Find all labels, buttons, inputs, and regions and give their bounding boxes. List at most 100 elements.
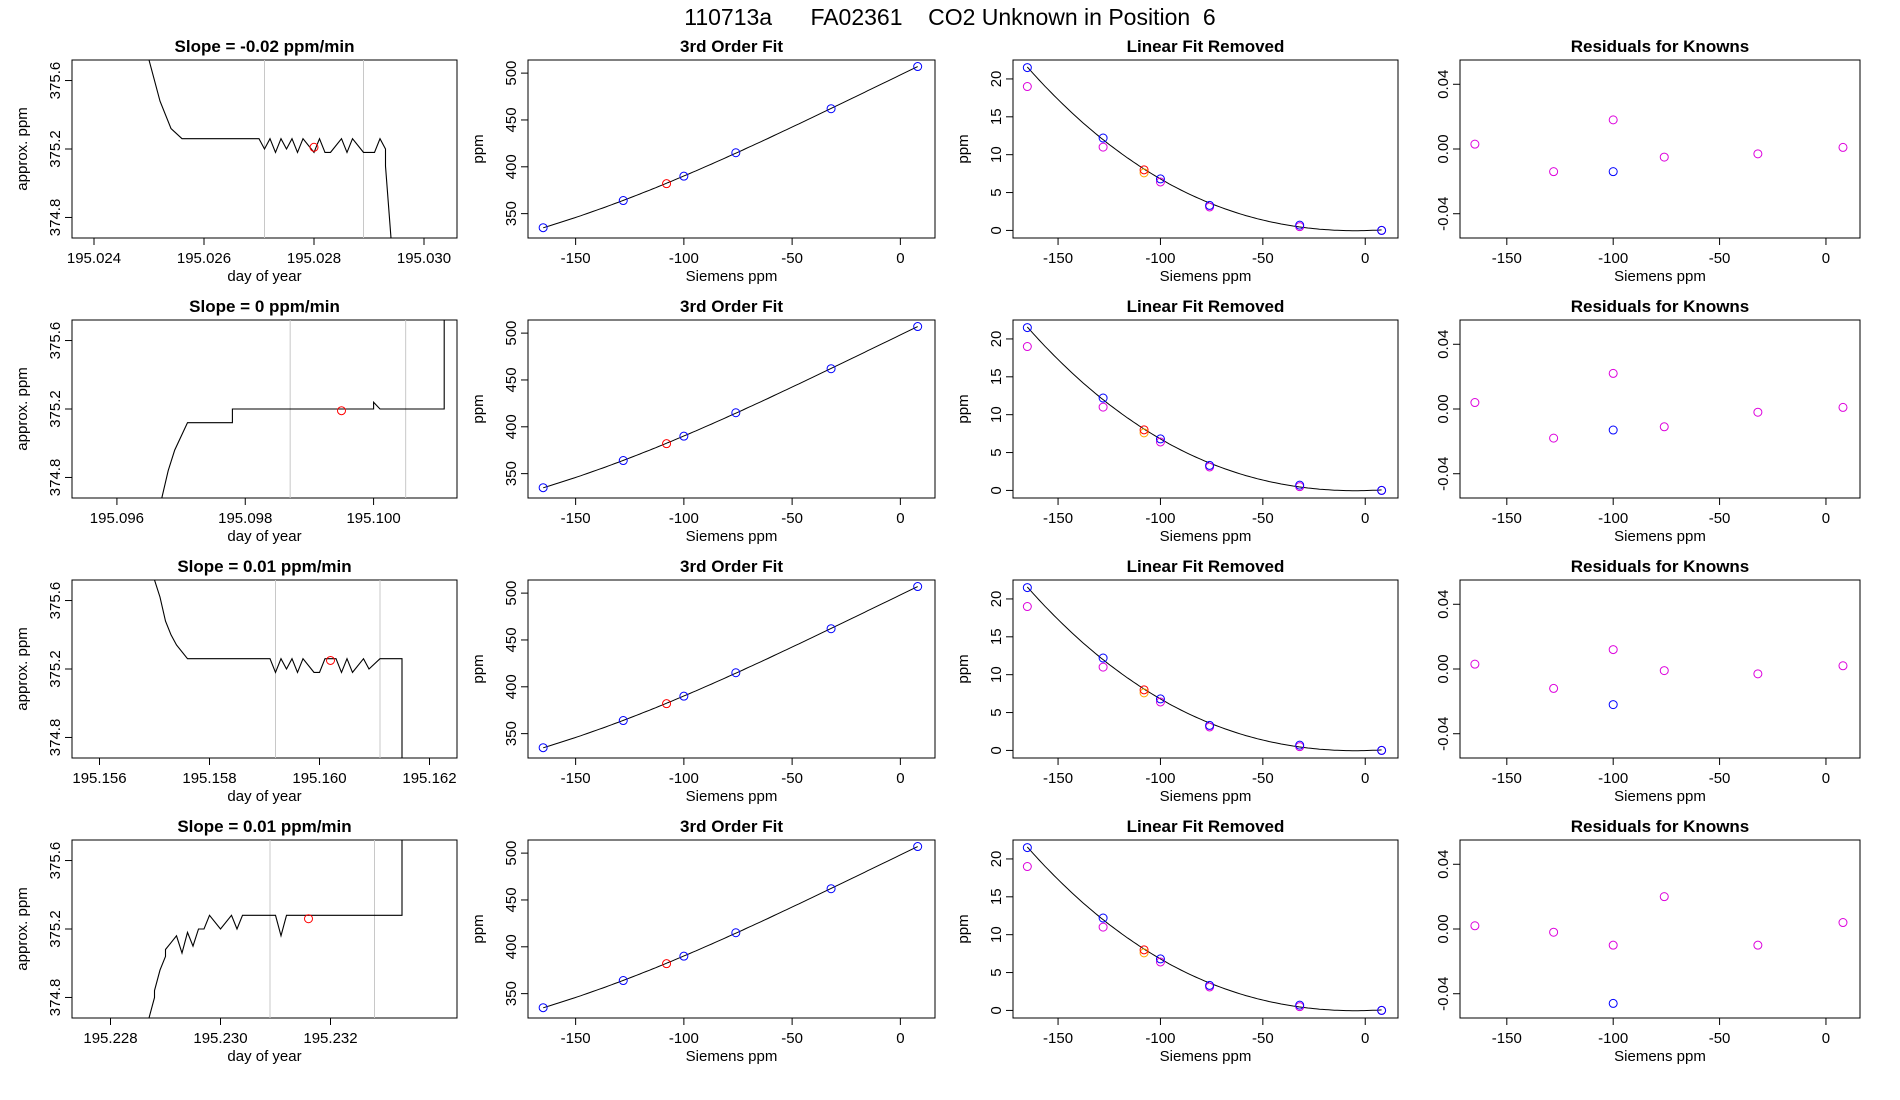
x-tick-label: -150 [1043,250,1073,267]
removed-point [1155,437,1165,447]
x-tick-label: 195.098 [218,510,272,527]
plot-area [148,60,392,238]
panel-title: Linear Fit Removed [1127,297,1285,316]
known-point [679,951,689,961]
panel-1-4: Residuals for Knowns -150 -100 -50 0 -0.04 0.0… [1435,37,1861,285]
mean-point [337,406,346,416]
known-point [618,976,628,986]
y-tick-label: 500 [503,841,520,866]
y-tick-label: 400 [503,934,520,959]
unknown-removed-point [1139,948,1149,958]
x-tick-label: 195.230 [193,1030,247,1047]
x-axis-label: day of year [227,788,301,805]
x-tick-label: 195.156 [72,770,126,787]
y-tick-label: 5 [988,708,1005,716]
y-tick-label: 400 [503,154,520,179]
removed-point [1549,683,1559,693]
removed-point [1838,402,1848,412]
removed-point [1470,921,1480,931]
y-tick-label: 375.6 [47,322,64,360]
concentration-trace [161,320,445,498]
panel-4-2: 3rd Order Fit -150 -100 -50 0 350 400 450 500 Sie… [470,817,936,1065]
known-point [826,884,836,894]
y-tick-label: 375.6 [47,842,64,880]
y-tick-label: 400 [503,674,520,699]
removed-point [1659,666,1669,676]
removed-point [1098,662,1108,672]
plot-area [1470,115,1848,177]
y-tick-label: 350 [503,981,520,1006]
known-point [679,431,689,441]
plot-area [1022,843,1387,1015]
known-point [731,148,741,158]
x-tick-label: 0 [1822,770,1830,787]
x-tick-label: -100 [1145,770,1175,787]
fit-curve [1026,586,1382,752]
known-point [1295,220,1305,230]
removed-point [1470,659,1480,669]
plot-frame [527,839,936,1019]
removed-point [1753,149,1763,159]
panel-title: Slope = 0 ppm/min [189,297,340,316]
fit-curve [1026,66,1382,232]
plot-area [1022,323,1387,495]
x-tick-label: -100 [1145,510,1175,527]
known-point [1155,954,1165,964]
y-tick-label: 15 [988,628,1005,645]
x-tick-label: -100 [1598,770,1628,787]
plot-frame [1459,579,1861,759]
known-point [538,1003,548,1013]
unknown-point [1139,165,1149,175]
fit-curve [1026,326,1382,492]
x-tick-label: -50 [781,770,803,787]
plot-frame [1012,579,1399,759]
y-tick-label: 15 [988,108,1005,125]
y-axis-label: ppm [470,394,487,423]
unknown-point [662,439,672,449]
y-tick-label: 374.8 [47,719,64,757]
x-tick-label: -100 [669,250,699,267]
panel-3-1: Slope = 0.01 ppm/min 195.156 195.158 195.16… [14,557,458,805]
y-tick-label: 15 [988,888,1005,905]
y-axis-label: ppm [955,134,972,163]
x-tick-label: 195.228 [83,1030,137,1047]
removed-point [1608,940,1618,950]
plot-frame [71,579,458,759]
y-tick-label: 20 [988,591,1005,608]
known-point [1155,434,1165,444]
known-point [1022,323,1032,333]
y-tick-label: 374.8 [47,199,64,237]
removed-point [1022,342,1032,352]
x-axis-label: Siemens ppm [1160,528,1252,545]
x-tick-label: 195.158 [182,770,236,787]
y-tick-label: 0 [988,486,1005,494]
plot-frame [527,579,936,759]
y-tick-label: 0.04 [1435,330,1452,359]
plot-frame [1459,839,1861,1019]
removed-point [1098,922,1108,932]
y-tick-label: -0.04 [1435,457,1452,491]
removed-point [1022,862,1032,872]
known-point [826,104,836,114]
removed-point [1549,167,1559,177]
unknown-removed-point [1139,168,1149,178]
panel-1-1: Slope = -0.02 ppm/min 195.024 195.026 195.0… [14,37,458,285]
removed-point [1098,142,1108,152]
x-tick-label: 0 [896,510,904,527]
removed-point [1838,918,1848,928]
y-tick-label: 15 [988,368,1005,385]
plot-area [538,842,923,1013]
panel-title: 3rd Order Fit [680,817,783,836]
x-tick-label: -50 [1709,770,1731,787]
plot-area [538,62,923,233]
y-tick-label: 0.00 [1435,134,1452,163]
y-tick-label: 0.00 [1435,394,1452,423]
x-tick-label: -150 [561,510,591,527]
panel-title: 3rd Order Fit [680,37,783,56]
x-axis-label: Siemens ppm [1160,268,1252,285]
known-point [913,62,923,72]
panel-title: Linear Fit Removed [1127,817,1285,836]
x-tick-label: -150 [561,770,591,787]
